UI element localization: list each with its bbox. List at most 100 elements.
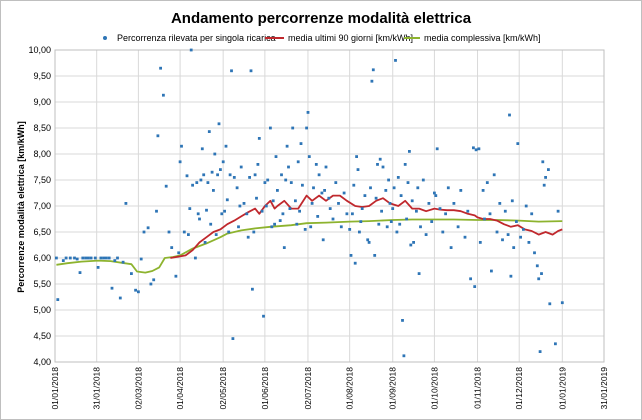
scatter-point [537, 277, 541, 281]
scatter-point [164, 184, 168, 188]
series-overall-average [56, 218, 563, 274]
scatter-point [473, 285, 477, 288]
scatter-point [137, 290, 140, 294]
scatter-point [298, 209, 301, 213]
scatter-point [492, 173, 496, 177]
x-tick-label: 02/05/2018 [218, 367, 228, 410]
scatter-point [159, 66, 162, 70]
scatter-point [285, 144, 289, 148]
y-tick-label: 4,00 [33, 357, 51, 367]
x-tick-label: 02/03/2018 [133, 367, 143, 410]
scatter-point [509, 274, 513, 278]
scatter-point [530, 212, 534, 216]
scatter-point [371, 68, 375, 72]
scatter-point [533, 251, 536, 255]
scatter-point [257, 137, 261, 140]
scatter-point [384, 189, 388, 192]
scatter-point [554, 342, 557, 346]
legend-label-ma90: media ultimi 90 giorni [km/kWh] [288, 33, 413, 43]
scatter-point [273, 222, 276, 226]
grid [54, 49, 605, 363]
scatter-point [121, 260, 125, 264]
scatter-point [385, 225, 389, 229]
scatter-point [291, 126, 295, 130]
scatter-point [452, 202, 456, 205]
scatter-point [392, 186, 396, 190]
scatter-point [466, 209, 470, 213]
scatter-point [280, 173, 283, 177]
scatter-point [196, 212, 200, 216]
scatter-point [353, 261, 357, 265]
scatter-point [376, 163, 379, 166]
y-tick-label: 6,00 [33, 253, 51, 263]
series-single-charge-points [55, 48, 564, 358]
scatter-point [360, 207, 364, 210]
scatter-point [328, 207, 332, 210]
scatter-point [288, 207, 292, 210]
scatter-point [142, 230, 146, 234]
scatter-point [433, 191, 436, 195]
scatter-point [312, 186, 315, 190]
scatter-point [495, 230, 499, 234]
scatter-point [424, 233, 428, 236]
scatter-point [380, 209, 383, 213]
scatter-point [374, 196, 378, 200]
scatter-point [205, 208, 208, 212]
legend-item-ma90: media ultimi 90 giorni [km/kWh] [265, 33, 413, 43]
scatter-point [409, 243, 413, 247]
scatter-point [398, 222, 402, 226]
legend: Percorrenza rilevata per singola ricaric… [103, 33, 541, 43]
scatter-point [212, 189, 215, 192]
scatter-point [416, 186, 420, 190]
y-tick-label: 8,50 [33, 123, 51, 133]
scatter-point [130, 272, 133, 275]
scatter-point [195, 181, 199, 184]
scatter-point [73, 256, 76, 260]
scatter-point [544, 176, 547, 179]
scatter-point [469, 277, 472, 281]
scatter-point [434, 194, 438, 197]
scatter-point [485, 181, 489, 184]
scatter-point [501, 238, 504, 242]
scatter-point [61, 259, 65, 262]
y-tick-label: 9,50 [33, 71, 51, 81]
x-tick-label: 01/01/2018 [50, 367, 60, 410]
scatter-point [415, 209, 418, 213]
scatter-point [274, 155, 278, 158]
scatter-point [134, 288, 137, 292]
scatter-point [399, 194, 403, 197]
scatter-point [556, 209, 560, 213]
scatter-point [203, 241, 207, 244]
scatter-point [284, 178, 288, 182]
chart-title: Andamento percorrenze modalità elettrica [171, 10, 472, 27]
scatter-point [403, 163, 407, 166]
scatter-point [87, 256, 90, 260]
scatter-point [314, 163, 318, 166]
y-tick-label: 4,50 [33, 331, 51, 341]
scatter-point [93, 256, 97, 260]
scatter-point [490, 269, 493, 273]
scatter-point [535, 264, 539, 268]
scatter-point [167, 230, 171, 234]
scatter-point [510, 199, 514, 203]
scatter-point [118, 296, 122, 300]
scatter-point [367, 241, 371, 244]
scatter-point [435, 147, 439, 151]
scatter-point [202, 173, 206, 177]
x-tick-label: 01/06/2018 [260, 367, 270, 410]
scatter-point [239, 165, 243, 169]
x-tick-label: 01/10/2018 [429, 367, 439, 410]
scatter-point [149, 282, 153, 286]
scatter-point [214, 233, 218, 236]
scatter-point [508, 113, 511, 117]
x-tick-label: 01/08/2018 [345, 367, 355, 410]
scatter-point [323, 189, 326, 192]
scatter-point [213, 152, 217, 156]
scatter-point [352, 183, 356, 187]
ma90-line [170, 194, 563, 259]
scatter-point [264, 204, 268, 208]
scatter-point [276, 189, 279, 192]
scatter-point [306, 111, 310, 114]
scatter-point [463, 235, 467, 239]
legend-swatch-scatter [103, 36, 107, 40]
